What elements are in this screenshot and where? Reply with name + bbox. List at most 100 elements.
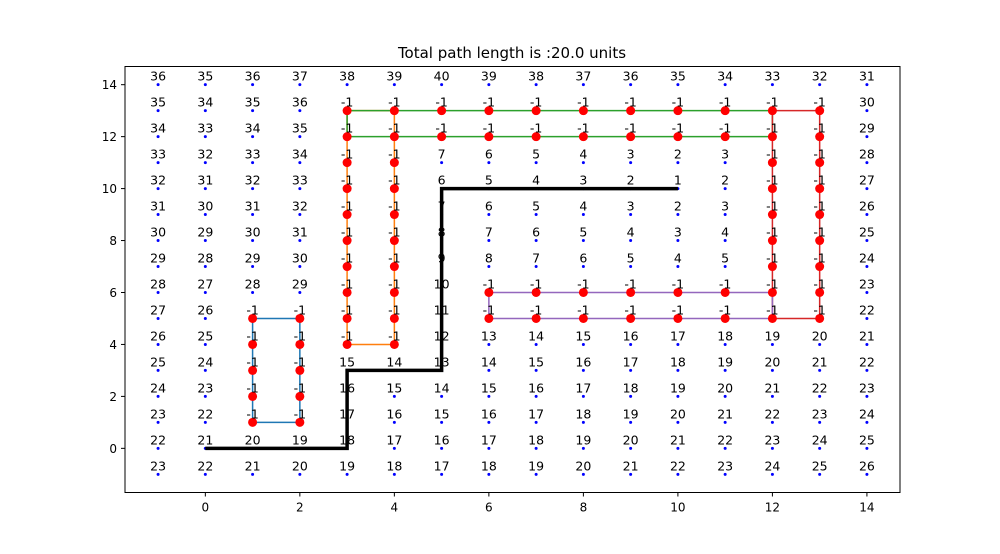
grid-point bbox=[629, 213, 633, 217]
cell-value-label: 21 bbox=[859, 328, 875, 343]
cell-value-label: 14 bbox=[528, 328, 544, 343]
cell-value-label: 21 bbox=[812, 354, 828, 369]
cell-value-label: 17 bbox=[386, 432, 402, 447]
y-tick-label: 6 bbox=[109, 286, 117, 300]
cell-value-label: 30 bbox=[245, 225, 261, 240]
cell-value-label: -1 bbox=[388, 276, 400, 291]
grid-point bbox=[865, 316, 869, 320]
grid-point bbox=[723, 213, 727, 217]
cell-value-label: 18 bbox=[386, 458, 402, 473]
grid-point bbox=[676, 265, 680, 269]
cell-value-label: 11 bbox=[434, 302, 450, 317]
cell-value-label: 28 bbox=[197, 251, 213, 266]
cell-value-label: 15 bbox=[339, 354, 355, 369]
grid-point bbox=[629, 265, 633, 269]
cell-value-label: 32 bbox=[812, 69, 828, 84]
cell-value-label: 5 bbox=[579, 225, 587, 240]
grid-point bbox=[392, 472, 396, 476]
grid-point bbox=[251, 472, 255, 476]
cell-value-label: 14 bbox=[434, 380, 450, 395]
cell-value-label: 19 bbox=[528, 458, 544, 473]
cell-value-label: 19 bbox=[575, 432, 591, 447]
cell-value-label: 23 bbox=[764, 432, 780, 447]
obstacle-marker bbox=[389, 106, 399, 116]
grid-point bbox=[440, 394, 444, 398]
grid-point bbox=[865, 420, 869, 424]
obstacle-marker bbox=[295, 391, 305, 401]
grid-point bbox=[629, 420, 633, 424]
grid-point bbox=[818, 420, 822, 424]
obstacle-marker bbox=[389, 158, 399, 168]
cell-value-label: -1 bbox=[435, 95, 447, 110]
grid-point bbox=[203, 472, 207, 476]
obstacle-marker bbox=[673, 132, 683, 142]
grid-point bbox=[581, 161, 585, 165]
cell-value-label: 16 bbox=[434, 432, 450, 447]
obstacle-marker bbox=[295, 313, 305, 323]
cell-value-label: 17 bbox=[670, 328, 686, 343]
x-tick-label: 10 bbox=[670, 501, 685, 515]
cell-value-label: 33 bbox=[292, 173, 308, 188]
grid-point bbox=[629, 239, 633, 243]
grid-point bbox=[156, 316, 160, 320]
cell-value-label: 22 bbox=[717, 432, 733, 447]
grid-point bbox=[156, 239, 160, 243]
grid-point bbox=[203, 420, 207, 424]
grid-point bbox=[298, 472, 302, 476]
cell-value-label: 32 bbox=[150, 173, 166, 188]
cell-value-label: 39 bbox=[481, 69, 497, 84]
cell-value-label: 22 bbox=[859, 302, 875, 317]
grid-point bbox=[581, 394, 585, 398]
grid-point bbox=[818, 446, 822, 450]
cell-value-label: 16 bbox=[339, 380, 355, 395]
obstacle-marker bbox=[578, 313, 588, 323]
grid-point bbox=[676, 446, 680, 450]
cell-value-label: 19 bbox=[670, 380, 686, 395]
cell-value-label: 4 bbox=[532, 173, 540, 188]
cell-value-label: -1 bbox=[813, 199, 825, 214]
grid-point bbox=[298, 83, 302, 87]
obstacle-marker bbox=[484, 106, 494, 116]
obstacle-marker bbox=[389, 262, 399, 272]
cell-value-label: -1 bbox=[341, 147, 353, 162]
cell-value-label: -1 bbox=[388, 121, 400, 136]
cell-value-label: -1 bbox=[813, 251, 825, 266]
obstacle-marker bbox=[767, 184, 777, 194]
grid-point bbox=[487, 239, 491, 243]
cell-value-label: 7 bbox=[485, 225, 493, 240]
cell-value-label: 29 bbox=[292, 276, 308, 291]
cell-value-label: 15 bbox=[528, 354, 544, 369]
cell-value-label: -1 bbox=[624, 276, 636, 291]
cell-value-label: -1 bbox=[624, 302, 636, 317]
cell-value-label: 18 bbox=[670, 354, 686, 369]
cell-value-label: -1 bbox=[341, 225, 353, 240]
obstacle-marker bbox=[531, 287, 541, 297]
grid-point bbox=[629, 83, 633, 87]
obstacle-marker bbox=[578, 132, 588, 142]
cell-value-label: -1 bbox=[341, 121, 353, 136]
cell-value-label: -1 bbox=[766, 147, 778, 162]
cell-value-label: 16 bbox=[481, 406, 497, 421]
cell-value-label: 15 bbox=[434, 406, 450, 421]
cell-value-label: -1 bbox=[766, 121, 778, 136]
cell-value-label: 31 bbox=[245, 199, 261, 214]
cell-value-label: 13 bbox=[481, 328, 497, 343]
cell-value-label: 16 bbox=[575, 354, 591, 369]
cell-value-label: 18 bbox=[575, 406, 591, 421]
cell-value-label: 26 bbox=[150, 328, 166, 343]
obstacle-marker bbox=[248, 391, 258, 401]
grid-point bbox=[723, 368, 727, 372]
obstacle-marker bbox=[389, 236, 399, 246]
grid-point bbox=[203, 161, 207, 165]
grid-point bbox=[251, 290, 255, 294]
cell-value-label: -1 bbox=[483, 302, 495, 317]
grid-point bbox=[723, 394, 727, 398]
obstacle-marker bbox=[767, 106, 777, 116]
grid-point bbox=[629, 394, 633, 398]
grid-point bbox=[865, 109, 869, 113]
grid-point bbox=[581, 472, 585, 476]
grid-point bbox=[203, 265, 207, 269]
cell-value-label: -1 bbox=[483, 276, 495, 291]
cell-value-label: -1 bbox=[246, 302, 258, 317]
grid-point bbox=[770, 342, 774, 346]
